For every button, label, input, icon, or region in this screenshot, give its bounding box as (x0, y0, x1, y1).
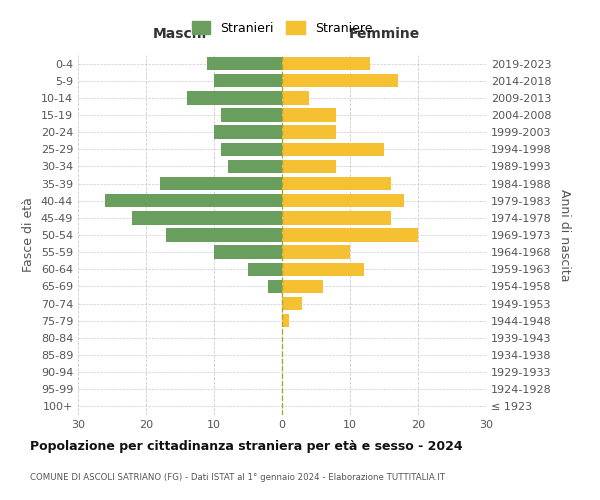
Bar (282, 246, 350, 259)
Bar (282, 194, 404, 207)
Bar (282, 228, 418, 241)
Bar (214, 246, 282, 259)
Text: Popolazione per cittadinanza straniera per età e sesso - 2024: Popolazione per cittadinanza straniera p… (30, 440, 463, 453)
Y-axis label: Anni di nascita: Anni di nascita (558, 188, 571, 281)
Bar (282, 74, 398, 88)
Bar (268, 280, 282, 293)
Bar (214, 74, 282, 88)
Bar (133, 211, 282, 224)
Text: Maschi: Maschi (153, 28, 207, 42)
Bar (160, 177, 282, 190)
Bar (166, 228, 282, 241)
Bar (282, 297, 302, 310)
Bar (187, 91, 282, 104)
Bar (282, 142, 384, 156)
Bar (282, 126, 337, 139)
Text: Femmine: Femmine (349, 28, 419, 42)
Bar (282, 160, 337, 173)
Bar (248, 262, 282, 276)
Bar (221, 142, 282, 156)
Bar (282, 57, 370, 70)
Bar (282, 314, 289, 328)
Bar (214, 126, 282, 139)
Bar (227, 160, 282, 173)
Bar (282, 280, 323, 293)
Bar (105, 194, 282, 207)
Text: COMUNE DI ASCOLI SATRIANO (FG) - Dati ISTAT al 1° gennaio 2024 - Elaborazione TU: COMUNE DI ASCOLI SATRIANO (FG) - Dati IS… (30, 473, 445, 482)
Bar (282, 177, 391, 190)
Legend: Stranieri, Straniere: Stranieri, Straniere (187, 16, 377, 40)
Bar (282, 108, 337, 122)
Bar (282, 91, 309, 104)
Bar (282, 262, 364, 276)
Bar (282, 211, 391, 224)
Y-axis label: Fasce di età: Fasce di età (22, 198, 35, 272)
Bar (221, 108, 282, 122)
Bar (207, 57, 282, 70)
